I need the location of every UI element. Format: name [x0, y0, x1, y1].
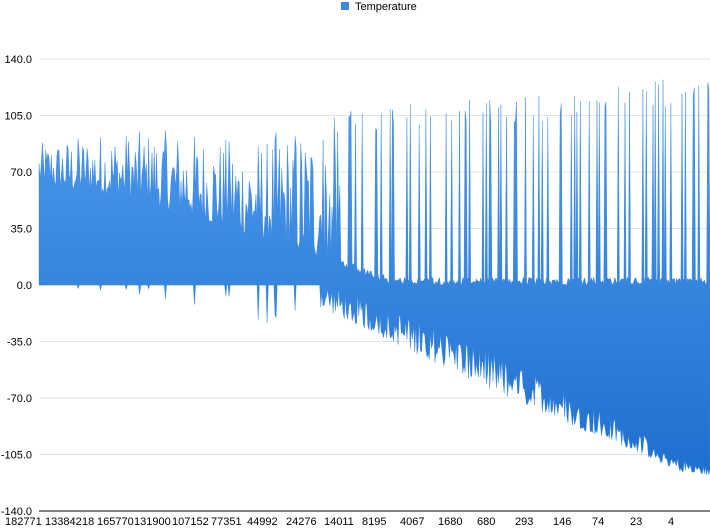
x-tick-label: 24276: [286, 516, 317, 528]
y-axis-ticks: 140.0 105.0 70.0 35.0 0.0 -35.0 -70.0 -105.0 -14…: [1, 54, 32, 518]
legend: Temperature: [341, 1, 417, 13]
y-tick-label: 70.0: [11, 167, 32, 179]
legend-swatch-temperature: [341, 2, 349, 10]
x-tick-label: 8195: [362, 516, 386, 528]
x-tick-label: 133842: [45, 516, 82, 528]
x-tick-label: 680: [477, 516, 495, 528]
y-tick-label: 140.0: [4, 54, 32, 66]
y-tick-label: -105.0: [1, 450, 32, 462]
x-tick-label: 77351: [211, 516, 242, 528]
y-tick-label: 105.0: [4, 111, 32, 123]
x-tick-label: 1680: [438, 516, 462, 528]
y-tick-label: -140.0: [1, 506, 32, 518]
x-tick-label: 165770: [97, 516, 134, 528]
x-tick-label: 4: [668, 516, 674, 528]
x-tick-label: 293: [515, 516, 533, 528]
x-tick-label: 14011: [324, 516, 354, 528]
x-tick-label: 23: [630, 516, 642, 528]
x-tick-label: 146: [553, 516, 571, 528]
y-tick-label: 0.0: [17, 280, 32, 292]
x-tick-label: 131900: [134, 516, 171, 528]
x-tick-label: 182771: [5, 516, 42, 528]
x-tick-label: 74: [592, 516, 604, 528]
x-axis-ticks: 182771 133842 18 165770 131900 107152 77351 449…: [5, 516, 674, 528]
x-tick-label: 18: [82, 516, 94, 528]
y-tick-label: -70.0: [7, 393, 32, 405]
series-temperature: [38, 79, 710, 475]
x-tick-label: 4067: [400, 516, 424, 528]
temperature-area: [38, 79, 710, 475]
legend-label-temperature: Temperature: [355, 1, 417, 13]
x-tick-label: 107152: [172, 516, 209, 528]
y-tick-label: -35.0: [7, 337, 32, 349]
x-tick-label: 44992: [247, 516, 278, 528]
y-tick-label: 35.0: [11, 224, 32, 236]
